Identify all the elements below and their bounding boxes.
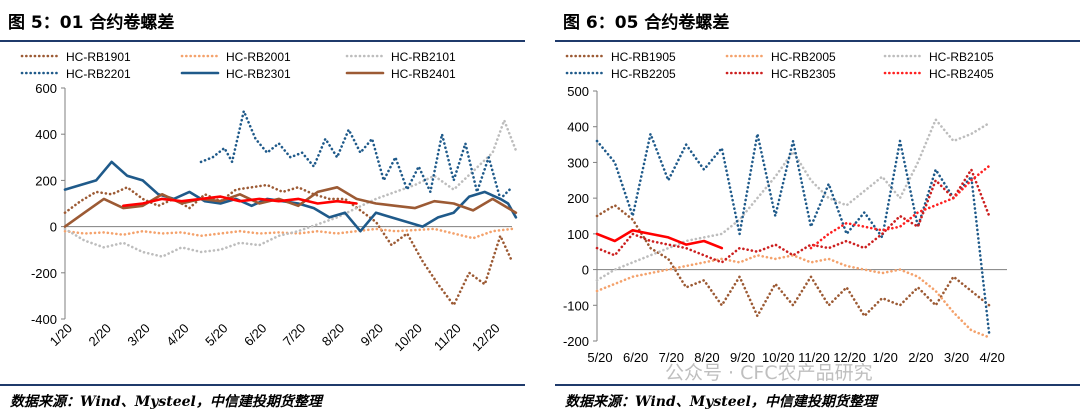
- x-tick-label: 5/20: [587, 350, 612, 365]
- series-line-hc-rb2305: [595, 168, 991, 264]
- y-tick-label: -400: [31, 312, 57, 327]
- source-note: 数据来源：Wind、Mysteel，中信建投期货整理: [565, 394, 877, 410]
- y-tick-label: 200: [567, 191, 589, 206]
- legend-label: HC-RB1901: [66, 50, 131, 64]
- x-tick-label: 12/20: [469, 321, 503, 355]
- series-line-unnamed-6: [122, 195, 358, 208]
- y-tick-label: 100: [567, 227, 589, 242]
- y-tick-label: 500: [567, 84, 589, 99]
- legend-label: HC-RB2305: [771, 67, 836, 81]
- series-line-hc-rb2405: [809, 164, 991, 250]
- watermark: 公众号 · CFC农产品研究: [665, 362, 873, 384]
- legend-label: HC-RB2201: [66, 67, 131, 81]
- legend-label: HC-RB1905: [611, 50, 676, 64]
- series-line-hc-rb2205: [595, 132, 991, 336]
- source-rule: [0, 384, 525, 386]
- series-line-hc-rb2005: [595, 254, 991, 339]
- figure-6-panel: 图 6：05 合约卷螺差 500 400 300 200 100 0 -100 -200 5/2…: [555, 0, 1080, 414]
- x-tick-label: 7/20: [280, 321, 309, 350]
- y-tick-label: 400: [35, 127, 57, 142]
- x-tick-label: 3/20: [944, 350, 969, 365]
- x-tick-label: 11/20: [431, 321, 464, 354]
- legend-label: HC-RB2105: [929, 50, 994, 64]
- x-tick-label: 3/20: [124, 321, 153, 350]
- series-line-hc-rb1901: [63, 183, 514, 307]
- source-note: 数据来源：Wind、Mysteel，中信建投期货整理: [10, 394, 322, 410]
- y-tick-label: 300: [567, 155, 589, 170]
- y-tick-label: 0: [50, 220, 57, 235]
- x-tick-label: 9/20: [730, 350, 755, 365]
- y-tick-label: -200: [563, 334, 589, 349]
- series-line-hc-rb2401: [63, 186, 518, 228]
- x-tick-label: 4/20: [980, 350, 1005, 365]
- title-rule: [555, 40, 1080, 42]
- x-tick-label: 10/20: [391, 321, 425, 355]
- legend-label: HC-RB2301: [226, 67, 291, 81]
- y-tick-label: 0: [582, 263, 589, 278]
- series-line-hc-rb2201: [199, 109, 514, 201]
- y-tick-label: 200: [35, 173, 57, 188]
- legend-label: HC-RB2101: [391, 50, 456, 64]
- x-tick-label: 8/20: [319, 321, 348, 350]
- x-tick-label: 2/20: [85, 321, 114, 350]
- x-tick-label: 5/20: [202, 321, 231, 350]
- figure-5-panel: 图 5：01 合约卷螺差 600 400 200 0 -200 -400 1/20 2/20 3…: [0, 0, 530, 414]
- x-tick-label: 12/20: [833, 350, 866, 365]
- legend-label: HC-RB2205: [611, 67, 676, 81]
- y-tick-label: -100: [563, 298, 589, 313]
- series-line-hc-rb2301: [63, 160, 518, 233]
- legend-label: HC-RB2401: [391, 67, 456, 81]
- x-tick-label: 6/20: [623, 350, 648, 365]
- legend-label: HC-RB2001: [226, 50, 291, 64]
- legend-label: HC-RB2005: [771, 50, 836, 64]
- legend-label: HC-RB2405: [929, 67, 994, 81]
- series-line-unnamed-6: [595, 229, 724, 250]
- title-rule: [0, 40, 525, 42]
- series-line-hc-rb2001: [63, 227, 514, 240]
- x-tick-label: 10/20: [762, 350, 795, 365]
- x-tick-label: 4/20: [163, 321, 192, 350]
- figure-title: 图 6：05 合约卷螺差: [563, 13, 730, 33]
- y-tick-label: -200: [31, 266, 57, 281]
- source-rule: [555, 384, 1080, 386]
- x-tick-label: 7/20: [659, 350, 684, 365]
- x-tick-label: 11/20: [798, 350, 830, 365]
- series-line-hc-rb2101: [63, 119, 518, 258]
- x-tick-label: 8/20: [694, 350, 719, 365]
- y-tick-label: 400: [567, 120, 589, 135]
- series-line-hc-rb2105: [595, 118, 991, 282]
- x-tick-label: 9/20: [358, 321, 387, 350]
- y-tick-label: 600: [35, 81, 57, 96]
- figure-title: 图 5：01 合约卷螺差: [8, 13, 175, 33]
- series-line-hc-rb1905: [595, 204, 991, 318]
- chart-figure-6: 500 400 300 200 100 0 -100 -2005/20 6/20 7/20 8/20…: [563, 50, 1007, 365]
- x-tick-label: 1/20: [873, 350, 898, 365]
- x-tick-label: 2/20: [908, 350, 933, 365]
- x-tick-label: 6/20: [241, 321, 270, 350]
